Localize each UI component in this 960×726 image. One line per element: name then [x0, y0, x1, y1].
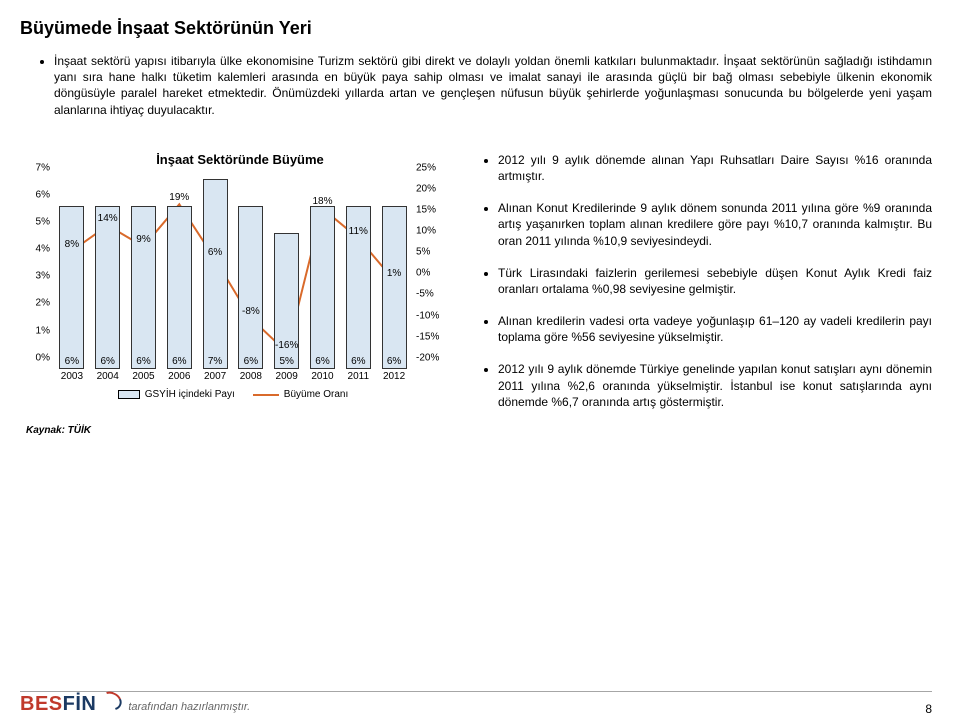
legend-bar-label: GSYİH içindeki Payı: [145, 389, 235, 400]
line-value-label: -8%: [242, 306, 260, 317]
ytick-right: 20%: [416, 183, 436, 194]
bar-value-label: 6%: [387, 356, 401, 367]
chart-source: Kaynak: TÜİK: [26, 425, 460, 436]
xtick-label: 2003: [54, 371, 90, 387]
ytick-right: 25%: [416, 162, 436, 173]
intro-list: İnşaat sektörü yapısı itibarıyla ülke ek…: [20, 53, 932, 118]
ytick-left: 0%: [36, 352, 50, 363]
xtick-label: 2009: [269, 371, 305, 387]
ytick-right: -5%: [416, 289, 434, 300]
xtick-label: 2008: [233, 371, 269, 387]
chart-legend: GSYİH içindeki Payı Büyüme Oranı: [54, 387, 412, 403]
ytick-left: 2%: [36, 298, 50, 309]
line-value-label: 11%: [349, 226, 368, 237]
bar: [167, 206, 192, 369]
bar: [59, 206, 84, 369]
line-value-label: 8%: [65, 238, 79, 249]
bar-swatch-icon: [118, 390, 140, 399]
line-swatch-icon: [253, 394, 279, 396]
axis-left: 0%1%2%3%4%5%6%7%: [20, 179, 54, 369]
page-root: Büyümede İnşaat Sektörünün Yeri İnşaat s…: [0, 0, 960, 726]
legend-item-bar: GSYİH içindeki Payı: [118, 389, 235, 400]
line-value-label: 1%: [387, 268, 401, 279]
bar-value-label: 6%: [172, 356, 186, 367]
bar-value-label: 6%: [244, 356, 258, 367]
xtick-label: 2007: [197, 371, 233, 387]
bullets-column: 2012 yılı 9 aylık dönemde alınan Yapı Ru…: [478, 152, 932, 436]
logo-tagline: tarafından hazırlanmıştır.: [128, 701, 250, 713]
chart-area: 0% 1% 2% 3% 4% 5% 6% 7% 6% 6% 6% 6% 7% 6% 5% 6% 6% 6% 8% 1…: [20, 173, 450, 403]
chart-column: İnşaat Sektöründe Büyüme 0% 1% 2% 3% 4% 5% 6% 7…: [20, 152, 460, 436]
page-number: 8: [925, 702, 932, 716]
ytick-right: 10%: [416, 226, 436, 237]
right-bullet: 2012 yılı 9 aylık dönemde alınan Yapı Ru…: [498, 152, 932, 184]
xtick-label: 2012: [376, 371, 412, 387]
xtick-label: 2006: [161, 371, 197, 387]
ytick-left: 1%: [36, 325, 50, 336]
ytick-left: 7%: [36, 162, 50, 173]
page-title: Büyümede İnşaat Sektörünün Yeri: [20, 18, 932, 39]
right-bullet-list: 2012 yılı 9 aylık dönemde alınan Yapı Ru…: [478, 152, 932, 410]
ytick-right: -15%: [416, 331, 439, 342]
ytick-right: 15%: [416, 204, 436, 215]
bar: [382, 206, 407, 369]
ytick-right: -20%: [416, 352, 439, 363]
right-bullet: Alınan kredilerin vadesi orta vadeye yoğ…: [498, 313, 932, 345]
line-value-label: 19%: [169, 192, 189, 203]
logo-text: BESFİN: [20, 693, 96, 716]
ytick-right: 0%: [416, 268, 430, 279]
ytick-right: -10%: [416, 310, 439, 321]
ytick-right: 5%: [416, 247, 430, 258]
bar-value-label: 6%: [351, 356, 365, 367]
bar: [203, 179, 228, 369]
axis-right: -20%-15%-10%-5%0%5%10%15%20%25%: [412, 179, 450, 369]
plot-area: 6% 6% 6% 6% 7% 6% 5% 6% 6% 6% 8% 14% 9% 19% 6% -8% -16% 1…: [54, 179, 412, 369]
right-bullet: Türk Lirasındaki faizlerin gerilemesi se…: [498, 265, 932, 297]
bar-value-label: 6%: [136, 356, 150, 367]
right-bullet: 2012 yılı 9 aylık dönemde Türkiye geneli…: [498, 361, 932, 410]
logo: BESFİN tarafından hazırlanmıştır.: [20, 692, 250, 716]
ytick-left: 3%: [36, 271, 50, 282]
legend-line-label: Büyüme Oranı: [284, 389, 348, 400]
xtick-label: 2005: [126, 371, 162, 387]
bar-value-label: 6%: [100, 356, 114, 367]
bar: [95, 206, 120, 369]
chart-title: İnşaat Sektöründe Büyüme: [20, 152, 460, 167]
line-value-label: 14%: [98, 213, 118, 224]
intro-paragraph: İnşaat sektörü yapısı itibarıyla ülke ek…: [20, 53, 932, 118]
bar: [238, 206, 263, 369]
xtick-label: 2011: [340, 371, 376, 387]
legend-item-line: Büyüme Oranı: [253, 389, 348, 400]
line-value-label: 18%: [312, 196, 332, 207]
line-value-label: 6%: [208, 247, 222, 258]
bar-value-label: 5%: [279, 356, 293, 367]
ytick-left: 4%: [36, 244, 50, 255]
ytick-left: 5%: [36, 217, 50, 228]
ytick-left: 6%: [36, 189, 50, 200]
bar-value-label: 7%: [208, 356, 222, 367]
logo-arc-icon: [98, 688, 126, 714]
bar-value-label: 6%: [65, 356, 79, 367]
axis-bottom: 2003200420052006200720082009201020112012: [54, 371, 412, 387]
footer: BESFİN tarafından hazırlanmıştır. 8: [20, 692, 932, 716]
line-value-label: 9%: [136, 234, 150, 245]
intro-bullet: İnşaat sektörü yapısı itibarıyla ülke ek…: [54, 53, 932, 118]
bar-value-label: 6%: [315, 356, 329, 367]
bar: [131, 206, 156, 369]
line-value-label: -16%: [275, 340, 298, 351]
bar: [310, 206, 335, 369]
body-row: İnşaat Sektöründe Büyüme 0% 1% 2% 3% 4% 5% 6% 7…: [20, 152, 932, 436]
right-bullet: Alınan Konut Kredilerinde 9 aylık dönem …: [498, 200, 932, 249]
xtick-label: 2004: [90, 371, 126, 387]
xtick-label: 2010: [305, 371, 341, 387]
